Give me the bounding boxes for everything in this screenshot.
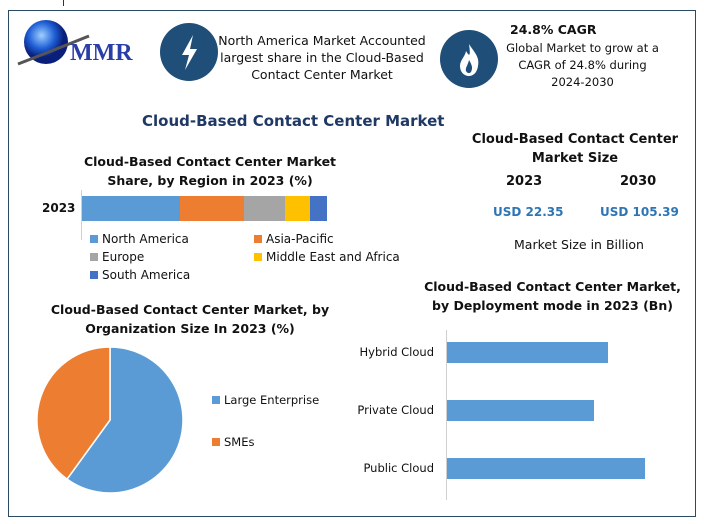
cagr-text: Global Market to grow at a CAGR of 24.8%… (506, 41, 659, 89)
mmr-logo: MMR (14, 14, 144, 74)
deployment-axis (446, 330, 447, 500)
year-2023: 2023 (506, 174, 543, 189)
legend-swatch (90, 271, 98, 279)
cagr-title: 24.8% CAGR (510, 22, 597, 37)
region-stacked-bar (82, 196, 327, 221)
infographic-frame (8, 10, 696, 517)
legend-swatch (212, 438, 220, 446)
region-chart-title: Cloud-Based Contact Center Market Share,… (83, 154, 337, 188)
legend-swatch (90, 253, 98, 261)
legend-swatch (254, 253, 262, 261)
legend-item: Europe (90, 250, 144, 264)
deployment-label: Hybrid Cloud (359, 345, 434, 359)
tick-mark (63, 0, 64, 6)
lightning-icon (160, 23, 218, 81)
legend-swatch (254, 235, 262, 243)
value-2023: USD 22.35 (493, 205, 564, 219)
legend-label: Europe (102, 250, 145, 264)
legend-label: North America (102, 232, 189, 246)
legend-swatch (212, 396, 220, 404)
legend-label: South America (102, 268, 191, 282)
legend-item: Asia-Pacific (254, 232, 334, 246)
market-size-note: Market Size in Billion (514, 237, 644, 252)
info-north-america: North America Market Accounted largest s… (218, 33, 426, 82)
legend-item: North America (90, 232, 189, 246)
deployment-label: Private Cloud (357, 403, 434, 417)
logo-text: MMR (70, 40, 133, 66)
org-chart-title: Cloud-Based Contact Center Market, by Or… (50, 302, 330, 336)
pie-slice-large-enterprise (66, 346, 184, 494)
legend-item: South America (90, 268, 190, 282)
legend-large-enterprise: Large Enterprise (212, 393, 319, 407)
region-axis (81, 190, 82, 240)
market-size-title: Cloud-Based Contact Center Market Size (471, 132, 679, 166)
region-segment-south-america (309, 196, 327, 221)
deployment-label: Public Cloud (363, 461, 434, 475)
region-category-label: 2023 (42, 201, 76, 215)
flame-icon (440, 30, 498, 88)
legend-label: Large Enterprise (224, 393, 320, 407)
year-2030: 2030 (620, 174, 657, 189)
deployment-bar-private-cloud (447, 400, 594, 421)
region-segment-north-america (82, 196, 180, 221)
region-segment-europe (243, 196, 286, 221)
region-segment-asia-pacific (180, 196, 244, 221)
legend-label: Asia-Pacific (266, 232, 334, 246)
legend-label: SMEs (224, 435, 255, 449)
value-2030: USD 105.39 (600, 205, 679, 219)
deployment-bar-hybrid-cloud (447, 342, 608, 363)
region-segment-middle-east-and-africa (285, 196, 310, 221)
globe-icon (17, 20, 90, 66)
deployment-bar-public-cloud (447, 458, 645, 479)
legend-label: Middle East and Africa (266, 250, 400, 264)
pie-slice-smes (36, 346, 111, 481)
legend-smes: SMEs (212, 435, 254, 449)
legend-item: Middle East and Africa (254, 250, 400, 264)
org-pie-chart (36, 346, 184, 494)
main-title: Cloud-Based Contact Center Market (142, 112, 445, 130)
legend-swatch (90, 235, 98, 243)
deployment-chart-title: Cloud-Based Contact Center Market, by De… (424, 279, 681, 313)
